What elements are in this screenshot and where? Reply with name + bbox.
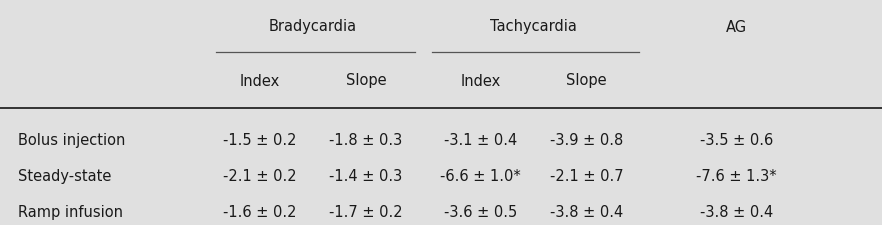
Text: -3.9 ± 0.8: -3.9 ± 0.8 (549, 133, 624, 148)
Text: -2.1 ± 0.2: -2.1 ± 0.2 (223, 169, 297, 184)
Text: -1.6 ± 0.2: -1.6 ± 0.2 (223, 205, 297, 220)
Text: -1.4 ± 0.3: -1.4 ± 0.3 (329, 169, 403, 184)
Text: Ramp infusion: Ramp infusion (18, 205, 123, 220)
Text: Index: Index (460, 74, 501, 88)
Text: AG: AG (726, 20, 747, 34)
Text: Tachycardia: Tachycardia (490, 20, 577, 34)
Text: Slope: Slope (566, 74, 607, 88)
Text: Bolus injection: Bolus injection (18, 133, 125, 148)
Text: Slope: Slope (346, 74, 386, 88)
Text: -1.8 ± 0.3: -1.8 ± 0.3 (329, 133, 403, 148)
Text: -1.5 ± 0.2: -1.5 ± 0.2 (223, 133, 297, 148)
Text: -1.7 ± 0.2: -1.7 ± 0.2 (329, 205, 403, 220)
Text: Index: Index (240, 74, 280, 88)
Text: -3.8 ± 0.4: -3.8 ± 0.4 (699, 205, 774, 220)
Text: Steady-state: Steady-state (18, 169, 111, 184)
Text: -3.1 ± 0.4: -3.1 ± 0.4 (444, 133, 518, 148)
Text: -7.6 ± 1.3*: -7.6 ± 1.3* (696, 169, 777, 184)
Text: -6.6 ± 1.0*: -6.6 ± 1.0* (440, 169, 521, 184)
Text: -2.1 ± 0.7: -2.1 ± 0.7 (549, 169, 624, 184)
Text: Bradycardia: Bradycardia (269, 20, 357, 34)
Text: -3.8 ± 0.4: -3.8 ± 0.4 (549, 205, 624, 220)
Text: -3.5 ± 0.6: -3.5 ± 0.6 (699, 133, 774, 148)
Text: -3.6 ± 0.5: -3.6 ± 0.5 (444, 205, 518, 220)
